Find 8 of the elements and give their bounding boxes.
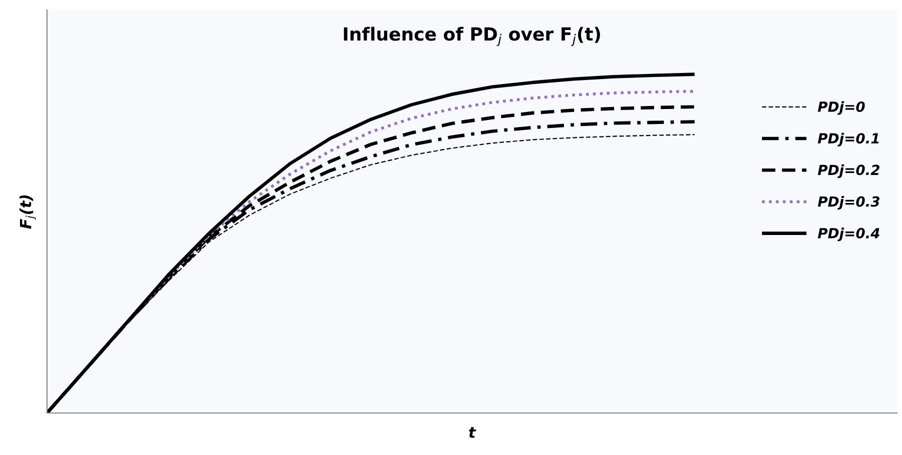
x-axis-title: t	[469, 427, 476, 438]
chart-title: Influence of PD$_{j}$ over F$_{j}$(t)	[344, 26, 600, 46]
legend-label: PDj=0.2	[818, 164, 880, 178]
y-axis-title: F$_{j}$(t)	[20, 195, 36, 229]
legend-label: PDj=0.4	[818, 228, 880, 242]
legend-label: PDj=0	[818, 101, 865, 115]
legend-label: PDj=0.3	[818, 196, 880, 210]
legend-label: PDj=0.1	[818, 132, 879, 146]
